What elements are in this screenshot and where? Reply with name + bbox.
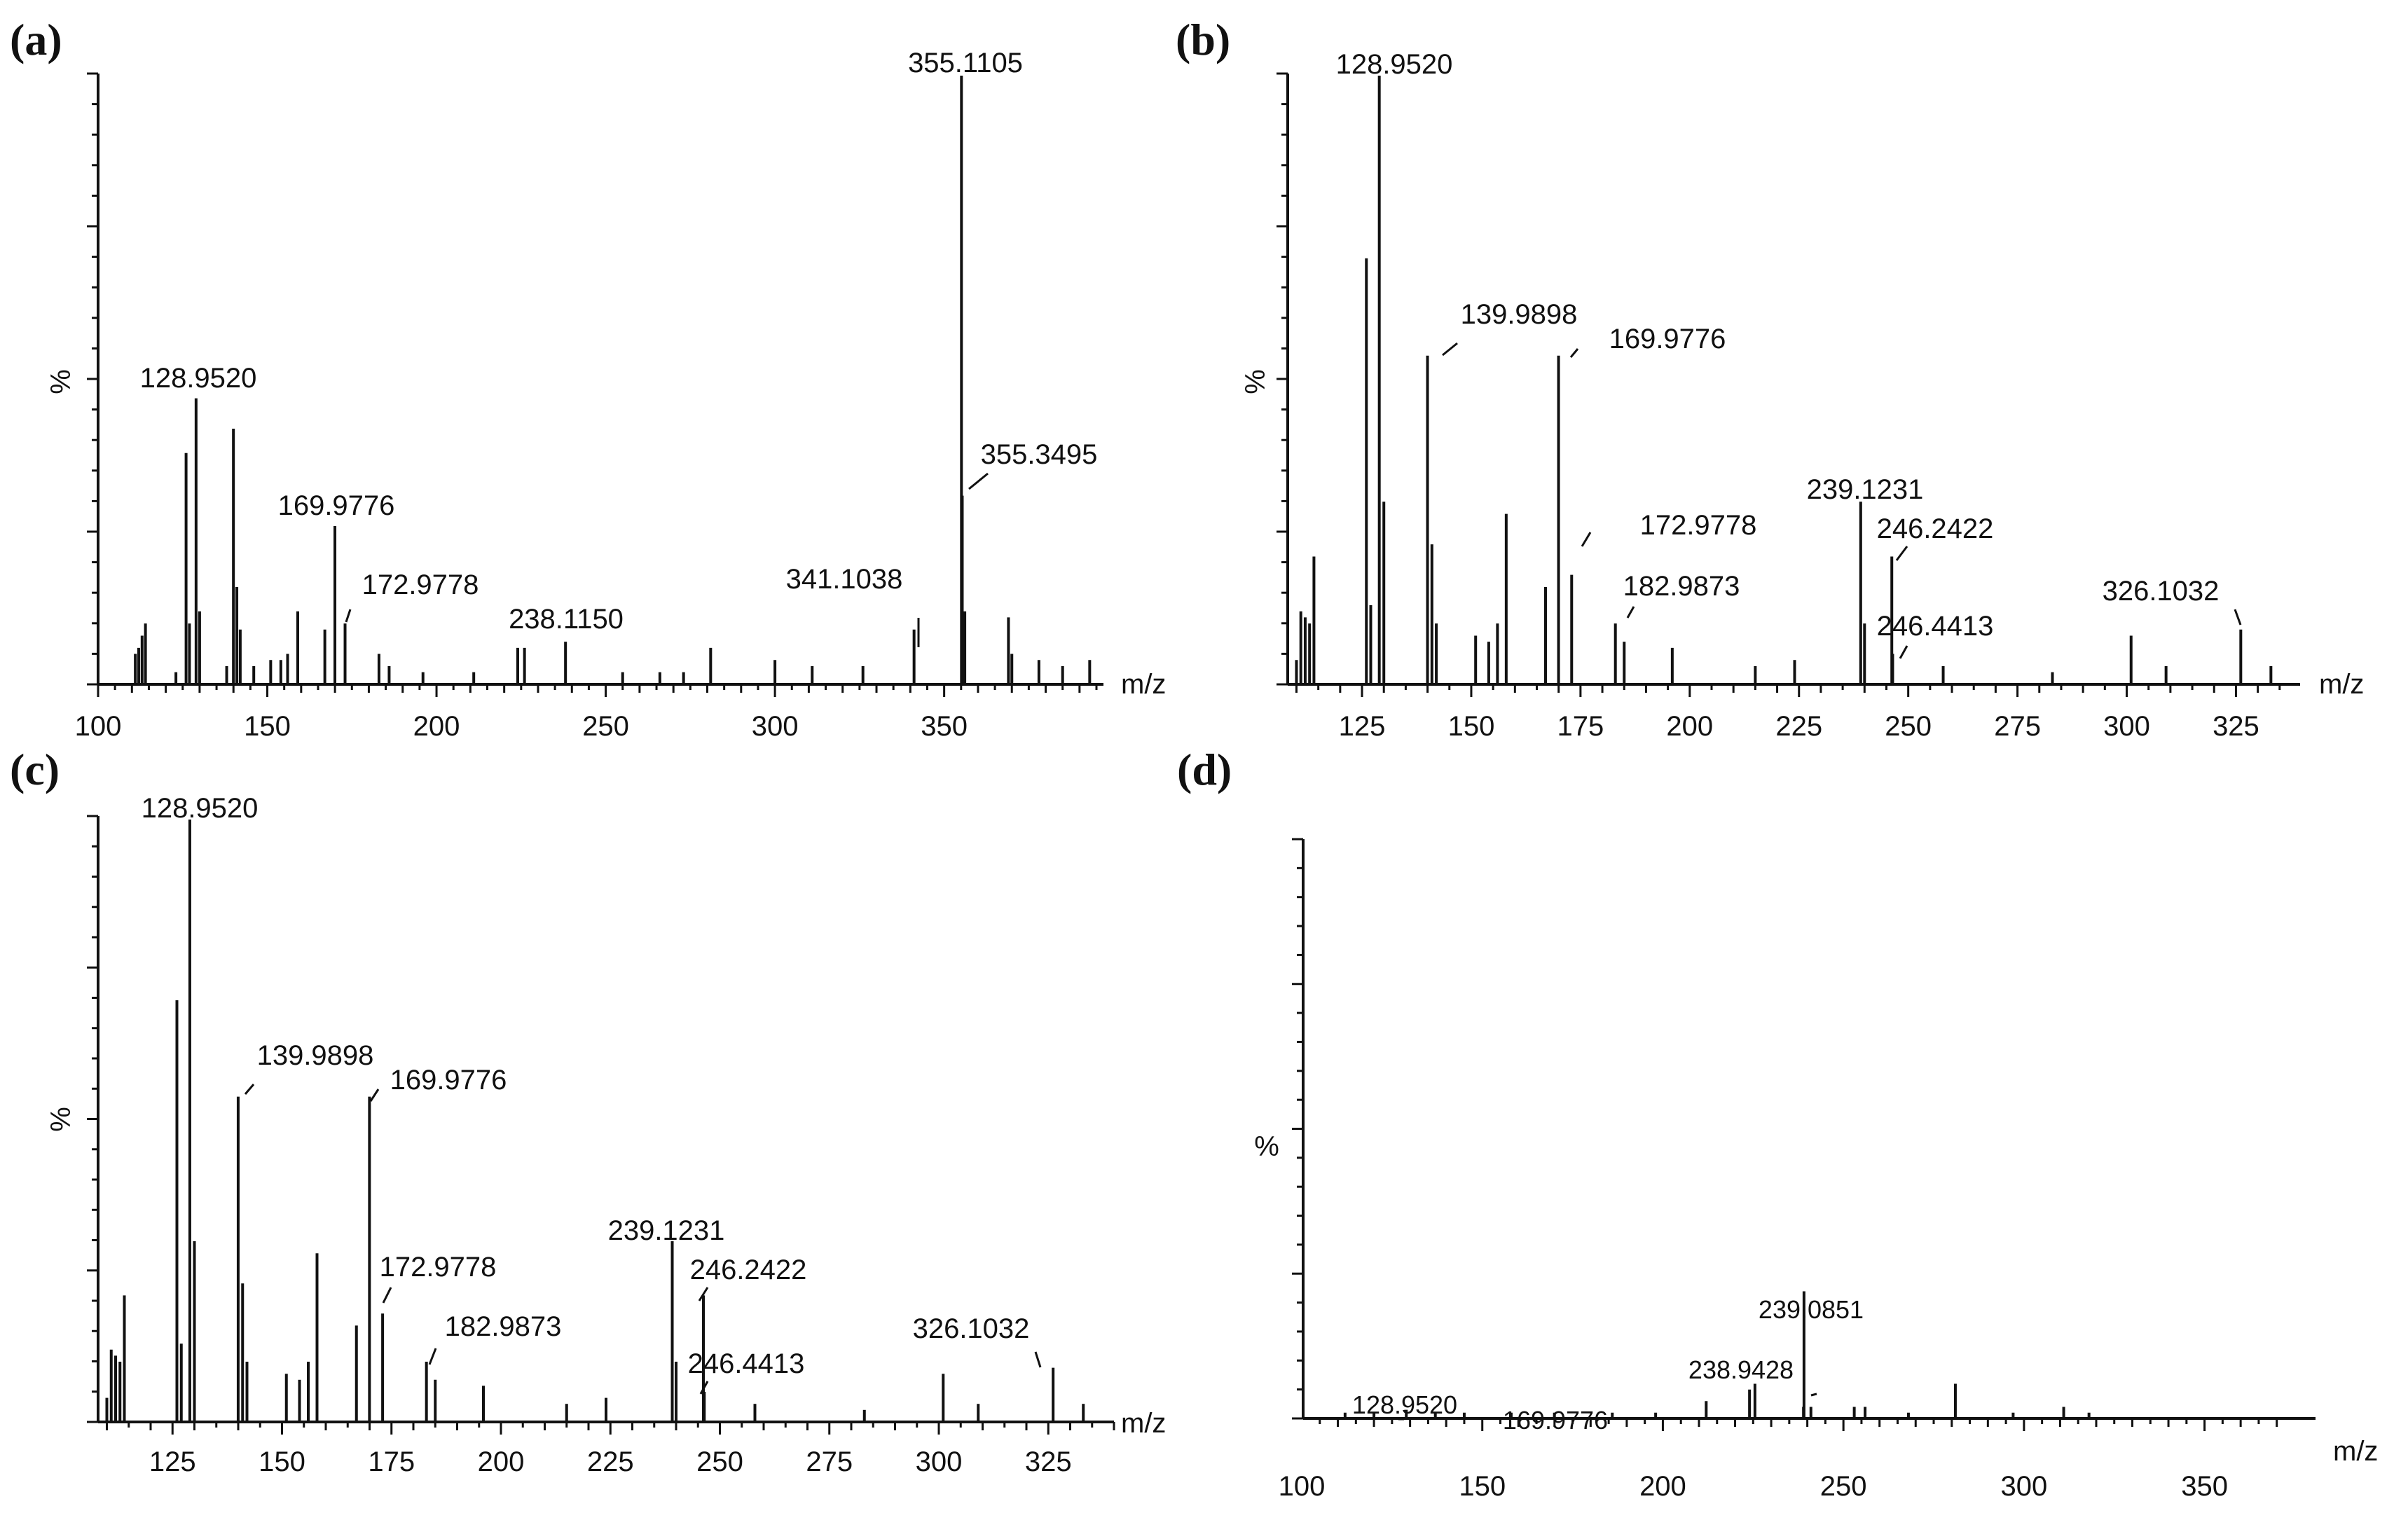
peak-label-355-3495: 355.3495 [981,439,1098,470]
panel-b-x-tick-label: 200 [1666,711,1713,742]
peak-label-341-1038: 341.1038 [786,564,903,595]
peak-leader-246-4413 [699,1381,709,1395]
panel-c-y-axis-label: % [46,1107,76,1132]
panel-c-letter: (c) [10,745,60,794]
peak-label-239-1231: 239.1231 [1807,474,1924,505]
peak-label-128-9520: 128.9520 [1352,1390,1457,1419]
peak-label-128-9520: 128.9520 [142,793,259,824]
panel-d-x-tick-label: 200 [1639,1471,1686,1502]
panel-c-x-tick-label: 225 [587,1446,634,1477]
panel-c-x-tick-label: 200 [478,1446,525,1477]
peak-label-246-4413: 246.4413 [1877,611,1994,642]
peak-label-182-9873: 182.9873 [1623,571,1740,602]
panel-b: (b)% 125 150 175 200 225 250 275 300 325 m/z 128.95… [1176,15,2364,742]
peak-label-326-1032: 326.1032 [2103,576,2220,607]
peak-leader-172-9778 [382,1287,392,1304]
peak-label-246-4413: 246.4413 [688,1348,805,1379]
panel-d-x-axis-label: m/z [2333,1436,2378,1467]
peak-label-172-9778: 172.9778 [380,1252,497,1283]
peak-label-169-9776: 169.9776 [1609,324,1726,354]
panel-c-x-tick-label: 275 [806,1446,853,1477]
panel-a-x-axis-label: m/z [1121,669,1166,700]
peak-leader-246-4413 [1899,645,1908,659]
peak-leader-172-9778 [345,609,352,623]
peak-label-128-9520: 128.9520 [1336,49,1453,80]
peak-label-139-9898: 139.9898 [1461,299,1578,330]
peak-label-326-1032: 326.1032 [913,1313,1030,1344]
panel-a-x-tick-label: 350 [921,711,968,742]
panel-c-x-tick-label: 300 [916,1446,963,1477]
panel-b-x-tick-label: 250 [1885,711,1932,742]
peak-leader-182-9873 [1626,606,1635,619]
peak-label-172-9778: 172.9778 [1640,510,1757,541]
peak-leader-246-2422 [698,1287,709,1301]
panel-a-x-tick-label: 100 [75,711,122,742]
panel-a: (a)% 100 150 200 250 300 350 m/z 355.1105 128.952… [10,15,1166,742]
panel-a-x-tick-label: 300 [752,711,799,742]
peak-leader-355-3495 [968,472,989,490]
panel-c-x-axis-label: m/z [1121,1408,1166,1439]
panel-d-x-tick-label: 100 [1279,1471,1326,1502]
peak-leader-182-9873 [428,1348,437,1365]
panel-d-x-tick-label: 300 [2001,1471,2048,1502]
peak-leader-172-9778 [1581,532,1592,547]
peak-label-128-9520: 128.9520 [140,363,257,394]
peak-leader-238-9428 [1810,1393,1817,1397]
peak-label-139-9898: 139.9898 [257,1040,374,1071]
panel-a-y-axis-label: % [46,369,76,394]
panel-d-y-axis-label: % [1254,1131,1279,1162]
peak-leader-169-9776 [369,1089,380,1102]
peak-leader-326-1032 [2234,609,2242,626]
peak-label-355-1105: 355.1105 [908,48,1023,78]
panel-c-x-tick-label: 125 [149,1446,196,1477]
panel-b-x-tick-label: 125 [1339,711,1386,742]
panel-a-x-tick-label: 150 [244,711,291,742]
panel-b-x-tick-label: 225 [1775,711,1822,742]
panel-b-x-tick-label: 150 [1448,711,1495,742]
panel-c-x-tick-label: 175 [368,1446,415,1477]
panel-d-x-tick-label: 250 [1820,1471,1867,1502]
peak-label-238-9428: 238.9428 [1688,1355,1794,1384]
panel-c-x-tick-label: 150 [259,1446,305,1477]
panel-c-x-tick-label: 250 [696,1446,743,1477]
panel-b-x-tick-label: 325 [2213,711,2259,742]
peak-label-169-9776: 169.9776 [278,490,395,521]
peak-label-246-2422: 246.2422 [1877,513,1994,544]
peak-label-246-2422: 246.2422 [690,1255,807,1285]
peak-label-169-9776: 169.9776 [1503,1406,1608,1435]
peak-label-169-9776: 169.9776 [390,1065,507,1096]
peak-leader-139-9898 [244,1084,255,1095]
panel-a-x-tick-label: 250 [582,711,629,742]
panel-b-x-tick-label: 300 [2103,711,2150,742]
panel-a-x-tick-label: 200 [413,711,460,742]
peak-label-239-0851: 239.0851 [1759,1295,1864,1324]
panel-d-x-tick-label: 350 [2181,1471,2228,1502]
panel-c: (c)% 125 150 175 200 225 250 275 300 325 m/z 128.95… [10,745,1166,1477]
peak-leader-246-2422 [1895,546,1908,561]
panel-b-x-axis-label: m/z [2319,669,2364,700]
panel-c-x-tick-label: 325 [1025,1446,1072,1477]
panel-b-x-tick-label: 275 [1994,711,2041,742]
panel-d-letter: (d) [1177,745,1232,794]
peak-label-239-1231: 239.1231 [608,1215,725,1246]
panel-b-x-tick-label: 175 [1557,711,1604,742]
peak-label-172-9778: 172.9778 [362,569,479,600]
panel-b-letter: (b) [1176,15,1230,64]
panel-a-letter: (a) [10,15,62,64]
panel-b-y-axis-label: % [1240,369,1271,394]
peak-label-182-9873: 182.9873 [445,1311,562,1342]
panel-d-x-tick-label: 150 [1459,1471,1506,1502]
peak-leader-169-9776 [1569,348,1579,358]
peak-leader-139-9898 [1442,342,1458,357]
peak-label-238-1150: 238.1150 [509,604,624,635]
panel-d: (d)% 100 150 200 250 300 350 m/z 239.0851 238.942… [1177,745,2378,1502]
peak-leader-326-1032 [1034,1351,1042,1368]
